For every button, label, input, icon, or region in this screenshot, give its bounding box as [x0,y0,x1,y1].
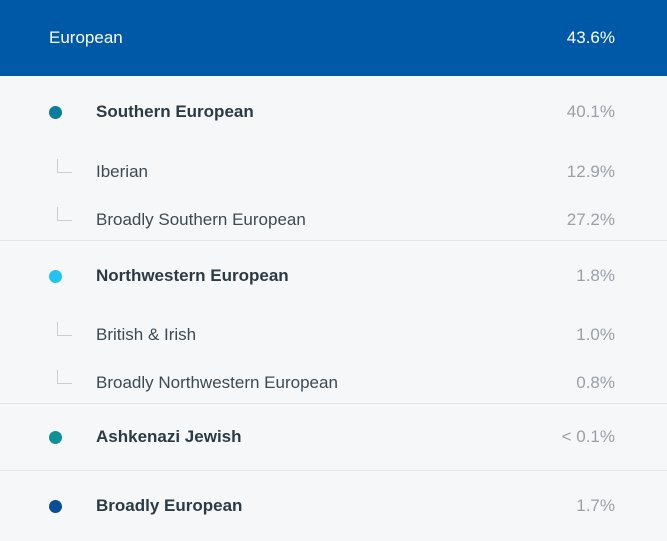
broadly-european-color-dot [49,500,62,513]
row-value: 0.8% [576,373,615,392]
row-value: 40.1% [566,102,615,121]
tree-connector-icon [57,370,72,384]
southern-european-color-dot [49,106,62,119]
row-value: 1.7% [576,496,615,515]
row-broadly-southern-european[interactable]: Broadly Southern European 27.2% [0,196,667,240]
row-label: Ashkenazi Jewish [96,427,242,446]
row-ashkenazi-jewish[interactable]: Ashkenazi Jewish < 0.1% [0,404,667,470]
row-value: < 0.1% [561,427,615,446]
row-value: 1.0% [576,325,615,344]
row-iberian[interactable]: Iberian 12.9% [0,148,667,196]
header-value: 43.6% [566,28,615,47]
row-value: 12.9% [566,162,615,181]
row-northwestern-european[interactable]: Northwestern European 1.8% [0,241,667,311]
row-british-irish[interactable]: British & Irish 1.0% [0,311,667,359]
row-label: Iberian [96,162,148,181]
row-label: British & Irish [96,325,197,344]
row-label: Broadly Northwestern European [96,373,338,392]
tree-connector-icon [57,207,72,221]
row-southern-european[interactable]: Southern European 40.1% [0,76,667,148]
row-label: Southern European [96,102,254,121]
northwestern-european-color-dot [49,270,62,283]
tree-connector-icon [57,322,72,336]
row-label: Northwestern European [96,266,289,285]
group-southern-european: Southern European 40.1% Iberian 12.9% Br… [0,76,667,241]
row-label: Broadly Southern European [96,210,306,229]
group-northwestern-european: Northwestern European 1.8% British & Iri… [0,241,667,404]
group-ashkenazi-jewish: Ashkenazi Jewish < 0.1% [0,404,667,471]
group-broadly-european: Broadly European 1.7% [0,471,667,541]
row-value: 1.8% [576,266,615,285]
ashkenazi-jewish-color-dot [49,431,62,444]
row-label: Broadly European [96,496,243,515]
header-label: European [49,28,123,47]
row-broadly-european[interactable]: Broadly European 1.7% [0,471,667,541]
tree-connector-icon [57,159,72,173]
european-header-row[interactable]: European 43.6% [0,0,667,76]
row-broadly-northwestern-european[interactable]: Broadly Northwestern European 0.8% [0,359,667,403]
row-value: 27.2% [566,210,615,229]
